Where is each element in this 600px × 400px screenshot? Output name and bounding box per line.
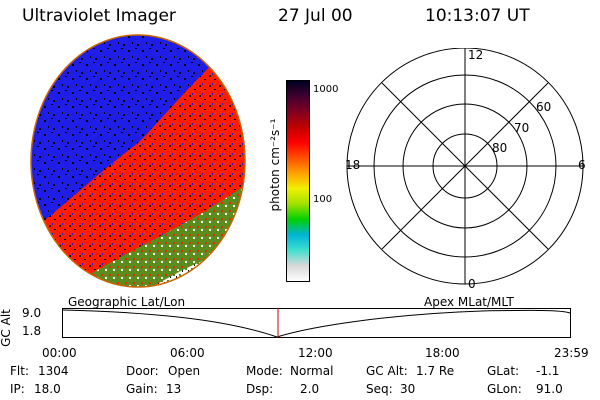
time-label: 10:13:07 UT <box>425 6 530 26</box>
lat-label-70: 70 <box>514 121 529 135</box>
door-key: Door: <box>126 364 159 378</box>
seq-value: 30 <box>400 382 416 396</box>
dsp-key: Dsp: <box>246 382 274 396</box>
instrument-title: Ultraviolet Imager <box>22 6 176 26</box>
flt-key: Flt: <box>10 364 29 378</box>
glat-value: -1.1 <box>536 364 560 378</box>
mlat-mlt-polar-plot: 12 18 6 0 60 70 80 <box>345 48 586 291</box>
mode-key: Mode: <box>246 364 283 378</box>
ip-value: 18.0 <box>34 382 61 396</box>
gain-key: Gain: <box>126 382 158 396</box>
mlt-label-18: 18 <box>345 158 360 172</box>
lat-label-80: 80 <box>492 141 507 155</box>
lat-label-60: 60 <box>536 100 551 114</box>
glat-key: GLat: <box>487 364 520 378</box>
colorbar-unit-label: photon cm⁻²s⁻¹ <box>268 118 282 212</box>
mlt-label-6: 6 <box>578 158 586 172</box>
intensity-colorbar <box>286 80 310 282</box>
timeline-xtick-4: 23:59 <box>554 346 589 360</box>
timeline-right-label: Apex MLat/MLT <box>424 295 514 309</box>
glon-key: GLon: <box>487 382 522 396</box>
mlt-label-12: 12 <box>468 48 483 62</box>
mlt-label-0: 0 <box>468 277 476 291</box>
timeline-ytick-9: 9.0 <box>22 306 42 320</box>
mode-value: Normal <box>290 364 334 378</box>
glon-value: 91.0 <box>536 382 563 396</box>
timeline-ytick-1_8: 1.8 <box>22 324 42 338</box>
timeline-left-label: Geographic Lat/Lon <box>68 295 186 309</box>
door-value: Open <box>168 364 201 378</box>
timeline-xtick-2: 12:00 <box>298 346 333 360</box>
flt-value: 1304 <box>38 364 69 378</box>
uv-auroral-image <box>30 34 246 288</box>
gcalt-value: 1.7 Re <box>416 364 455 378</box>
timeline-xtick-0: 00:00 <box>42 346 77 360</box>
date-label: 27 Jul 00 <box>278 6 353 26</box>
gcalt-key: GC Alt: <box>366 364 408 378</box>
timeline-xtick-3: 18:00 <box>425 346 460 360</box>
timeline-xtick-1: 06:00 <box>170 346 205 360</box>
gain-value: 13 <box>166 382 182 396</box>
ip-key: IP: <box>10 382 25 396</box>
dsp-value: 2.0 <box>300 382 320 396</box>
gc-altitude-timeline <box>62 308 571 338</box>
seq-key: Seq: <box>366 382 393 396</box>
timeline-axis-title: GC Alt <box>0 309 13 347</box>
colorbar-tick-1000: 1000 <box>313 84 339 95</box>
colorbar-tick-100: 100 <box>313 194 333 205</box>
